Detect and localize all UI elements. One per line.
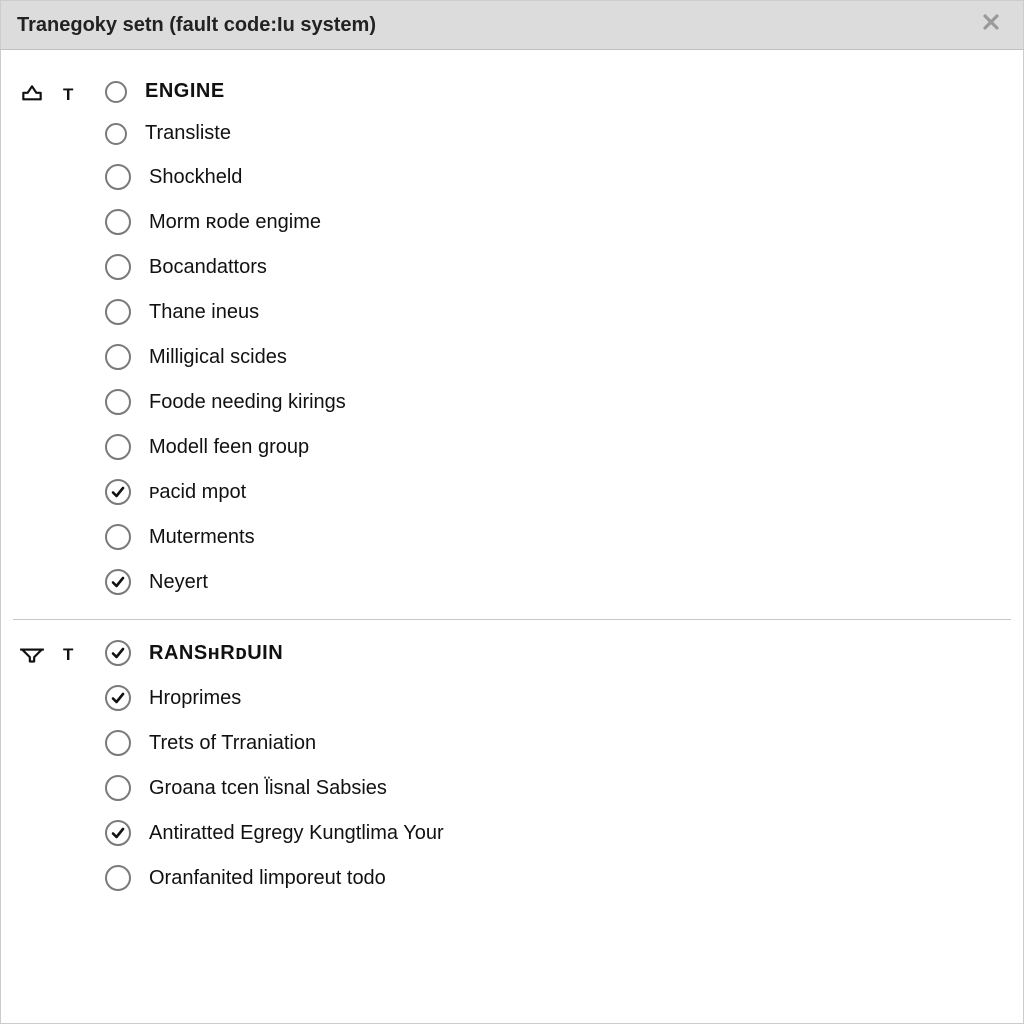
option-radio[interactable] <box>105 685 131 711</box>
category-group: T ENGINE Transliste Shockheld Morm ʀode engi… <box>13 74 1011 613</box>
item-label: Trets of Trraniation <box>149 732 316 755</box>
option-radio[interactable] <box>105 344 131 370</box>
item-label: ᴘacid mpot <box>149 481 246 504</box>
option-radio[interactable] <box>105 479 131 505</box>
group-icon-column: T <box>13 640 105 668</box>
option-radio[interactable] <box>105 569 131 595</box>
option-radio[interactable] <box>105 640 131 666</box>
type-marker: T <box>63 645 73 665</box>
item-label: Thane ineus <box>149 301 259 324</box>
option-radio[interactable] <box>105 775 131 801</box>
option-radio[interactable] <box>105 865 131 891</box>
list-item: Muterments <box>105 524 1011 550</box>
item-list: ENGINE Transliste Shockheld Morm ʀode engim… <box>105 80 1011 595</box>
item-label: Milligical scides <box>149 346 287 369</box>
dialog-window: Tranegoky setn (fault code:Iu system) T E… <box>0 0 1024 1024</box>
list-item: Neyert <box>105 569 1011 595</box>
item-label: Hroprimes <box>149 687 241 710</box>
list-item: Bocandattors <box>105 254 1011 280</box>
option-radio[interactable] <box>105 434 131 460</box>
group-icon-column: T <box>13 80 105 108</box>
group-header-label: ENGINE <box>145 80 225 103</box>
list-item: Oranfanited limporeut todo <box>105 865 1011 891</box>
close-icon <box>981 12 1001 32</box>
option-radio[interactable] <box>105 820 131 846</box>
list-item: ᴘacid mpot <box>105 479 1011 505</box>
list-item: Modell feen group <box>105 434 1011 460</box>
list-item: RANSʜRᴅUIN <box>105 640 1011 666</box>
item-label: Oranfanited limporeut todo <box>149 867 386 890</box>
item-label: Transliste <box>145 122 231 145</box>
option-radio[interactable] <box>105 524 131 550</box>
option-radio[interactable] <box>105 389 131 415</box>
option-radio[interactable] <box>105 730 131 756</box>
item-label: Groana tcen l̈isnal Sabsies <box>149 777 387 800</box>
list-item: Foode needing kirings <box>105 389 1011 415</box>
option-radio[interactable] <box>105 81 127 103</box>
item-label: Neyert <box>149 571 208 594</box>
category-group: T RANSʜRᴅUIN Hroprimes Trets of Trraniation… <box>13 619 1011 909</box>
list-item: Hroprimes <box>105 685 1011 711</box>
titlebar: Tranegoky setn (fault code:Iu system) <box>1 1 1023 50</box>
option-radio[interactable] <box>105 123 127 145</box>
list-item: Transliste <box>105 122 1011 145</box>
content-area: T ENGINE Transliste Shockheld Morm ʀode engi… <box>1 50 1023 1023</box>
type-marker: T <box>63 85 73 105</box>
close-button[interactable] <box>975 11 1007 39</box>
filter-icon[interactable] <box>19 642 45 668</box>
list-item: Thane ineus <box>105 299 1011 325</box>
list-item: Groana tcen l̈isnal Sabsies <box>105 775 1011 801</box>
option-radio[interactable] <box>105 254 131 280</box>
list-item: ENGINE <box>105 80 1011 103</box>
window-title: Tranegoky setn (fault code:Iu system) <box>17 14 376 37</box>
export-icon[interactable] <box>19 82 45 108</box>
item-label: Antiratted Egregy Kungtlima Your <box>149 822 444 845</box>
list-item: Shockheld <box>105 164 1011 190</box>
item-label: Foode needing kirings <box>149 391 346 414</box>
item-label: Shockheld <box>149 166 242 189</box>
item-label: Muterments <box>149 526 255 549</box>
list-item: Trets of Trraniation <box>105 730 1011 756</box>
group-header-label: RANSʜRᴅUIN <box>149 642 283 665</box>
list-item: Morm ʀode engime <box>105 209 1011 235</box>
option-radio[interactable] <box>105 299 131 325</box>
item-list: RANSʜRᴅUIN Hroprimes Trets of Trraniation G… <box>105 640 1011 891</box>
list-item: Milligical scides <box>105 344 1011 370</box>
item-label: Modell feen group <box>149 436 309 459</box>
list-item: Antiratted Egregy Kungtlima Your <box>105 820 1011 846</box>
item-label: Morm ʀode engime <box>149 211 321 234</box>
item-label: Bocandattors <box>149 256 267 279</box>
option-radio[interactable] <box>105 164 131 190</box>
option-radio[interactable] <box>105 209 131 235</box>
